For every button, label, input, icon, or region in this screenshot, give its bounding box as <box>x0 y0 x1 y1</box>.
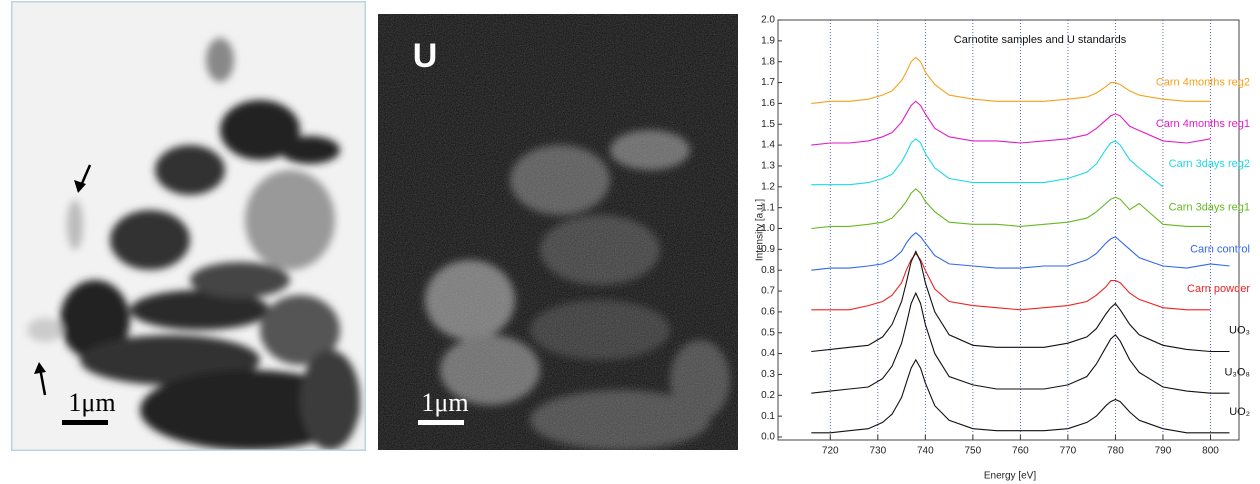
series-line <box>811 358 1230 434</box>
y-axis-title: Intensity [a.u.] <box>755 199 766 261</box>
series-line <box>811 231 1230 271</box>
y-tick-label: 0.9 <box>761 244 775 255</box>
series-label: Carn control <box>1190 243 1250 255</box>
y-tick-label: 0.4 <box>761 348 775 359</box>
x-tick-label: 780 <box>1107 446 1124 457</box>
y-tick-label: 1.5 <box>761 119 775 130</box>
y-tick-label: 0.1 <box>761 411 775 422</box>
series-line <box>811 250 1230 353</box>
y-tick-label: 1.7 <box>761 77 775 88</box>
x-tick-label: 720 <box>822 446 839 457</box>
x-axis-title: Energy [eV] <box>984 471 1036 482</box>
x-tick-label: 770 <box>1060 446 1077 457</box>
scale-bar-label: 1μm <box>421 388 468 417</box>
series-label: Carn 3days reg2 <box>1169 158 1250 170</box>
series-line <box>811 291 1230 394</box>
series-label: Carn powder <box>1187 283 1250 295</box>
series-label: UO₂ <box>1229 406 1250 418</box>
y-tick-label: 0.2 <box>761 390 775 401</box>
y-tick-label: 1.9 <box>761 35 775 46</box>
y-tick-label: 0.7 <box>761 286 775 297</box>
series-line <box>811 188 1211 230</box>
y-tick-label: 0.8 <box>761 265 775 276</box>
y-tick-label: 1.2 <box>761 181 775 192</box>
x-tick-label: 760 <box>1012 446 1029 457</box>
panel-label: U <box>413 37 438 75</box>
y-tick-label: 1.0 <box>761 223 775 234</box>
x-tick-label: 750 <box>965 446 982 457</box>
chart-title: Carnotite samples and U standards <box>954 34 1127 46</box>
y-tick-label: 0.6 <box>761 307 775 318</box>
y-tick-label: 1.3 <box>761 161 775 172</box>
y-tick-label: 2.0 <box>761 15 775 26</box>
series-line <box>811 252 1211 311</box>
series-line <box>811 56 1211 104</box>
x-tick-label: 800 <box>1202 446 1219 457</box>
chart: Carnotite samples and U standards Energy… <box>755 15 1251 482</box>
scale-bar-label: 1μm <box>68 388 115 417</box>
x-tick-label: 730 <box>869 446 886 457</box>
y-tick-label: 0.5 <box>761 327 775 338</box>
y-tick-label: 1.6 <box>761 98 775 109</box>
series-line <box>811 138 1164 188</box>
y-tick-label: 1.4 <box>761 140 775 151</box>
y-tick-label: 1.1 <box>761 202 775 213</box>
tem-image <box>11 1 366 451</box>
series-label: Carn 4months reg1 <box>1156 118 1250 130</box>
series-label: UO₃ <box>1229 325 1250 337</box>
y-tick-label: 0.0 <box>761 432 775 443</box>
x-tick-label: 790 <box>1155 446 1172 457</box>
series-line <box>811 100 1211 146</box>
series-label: Carn 3days reg1 <box>1169 202 1250 214</box>
series-label: U₃O₈ <box>1224 366 1250 378</box>
u-map-image <box>378 14 738 450</box>
y-tick-label: 0.3 <box>761 369 775 380</box>
x-tick-label: 740 <box>917 446 934 457</box>
y-tick-label: 1.8 <box>761 56 775 67</box>
series-label: Carn 4months reg2 <box>1156 76 1250 88</box>
